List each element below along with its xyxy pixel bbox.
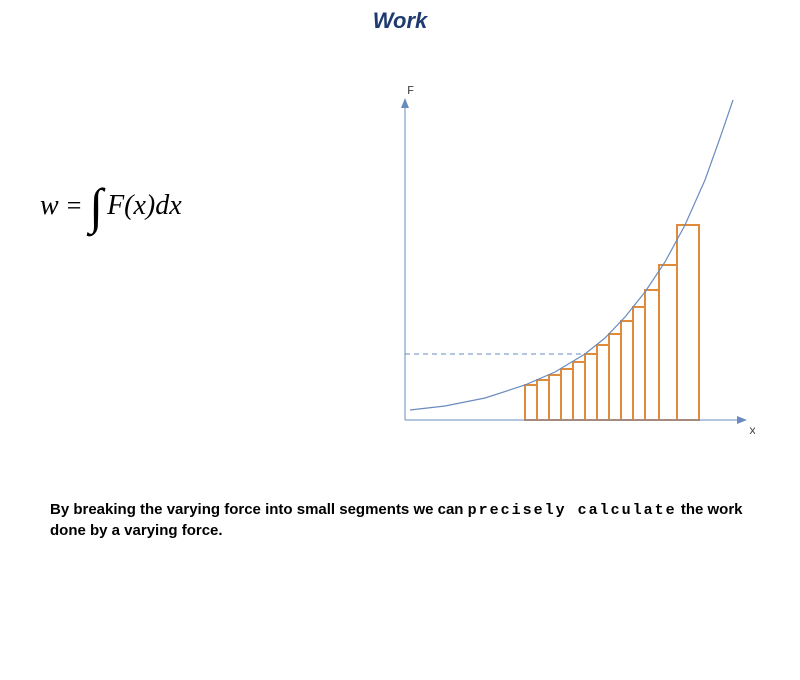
- svg-text:x: x: [749, 424, 755, 438]
- page-title: Work: [0, 8, 800, 34]
- integral-sign-icon: ∫: [89, 178, 103, 234]
- caption-part2: precisely calculate: [468, 502, 677, 519]
- caption-part1: By breaking the varying force into small…: [50, 501, 468, 518]
- work-integral-formula: w = ∫ F(x)dx: [40, 190, 182, 222]
- formula-fxdx: F(x)dx: [107, 190, 182, 221]
- chart-svg: Fx: [385, 60, 755, 460]
- force-displacement-chart: Fx: [385, 60, 755, 460]
- formula-w: w: [40, 190, 59, 221]
- caption: By breaking the varying force into small…: [50, 500, 760, 542]
- svg-text:F: F: [407, 84, 414, 98]
- page: Work w = ∫ F(x)dx Fx By breaking the var…: [0, 0, 800, 680]
- formula-eq: =: [63, 191, 86, 220]
